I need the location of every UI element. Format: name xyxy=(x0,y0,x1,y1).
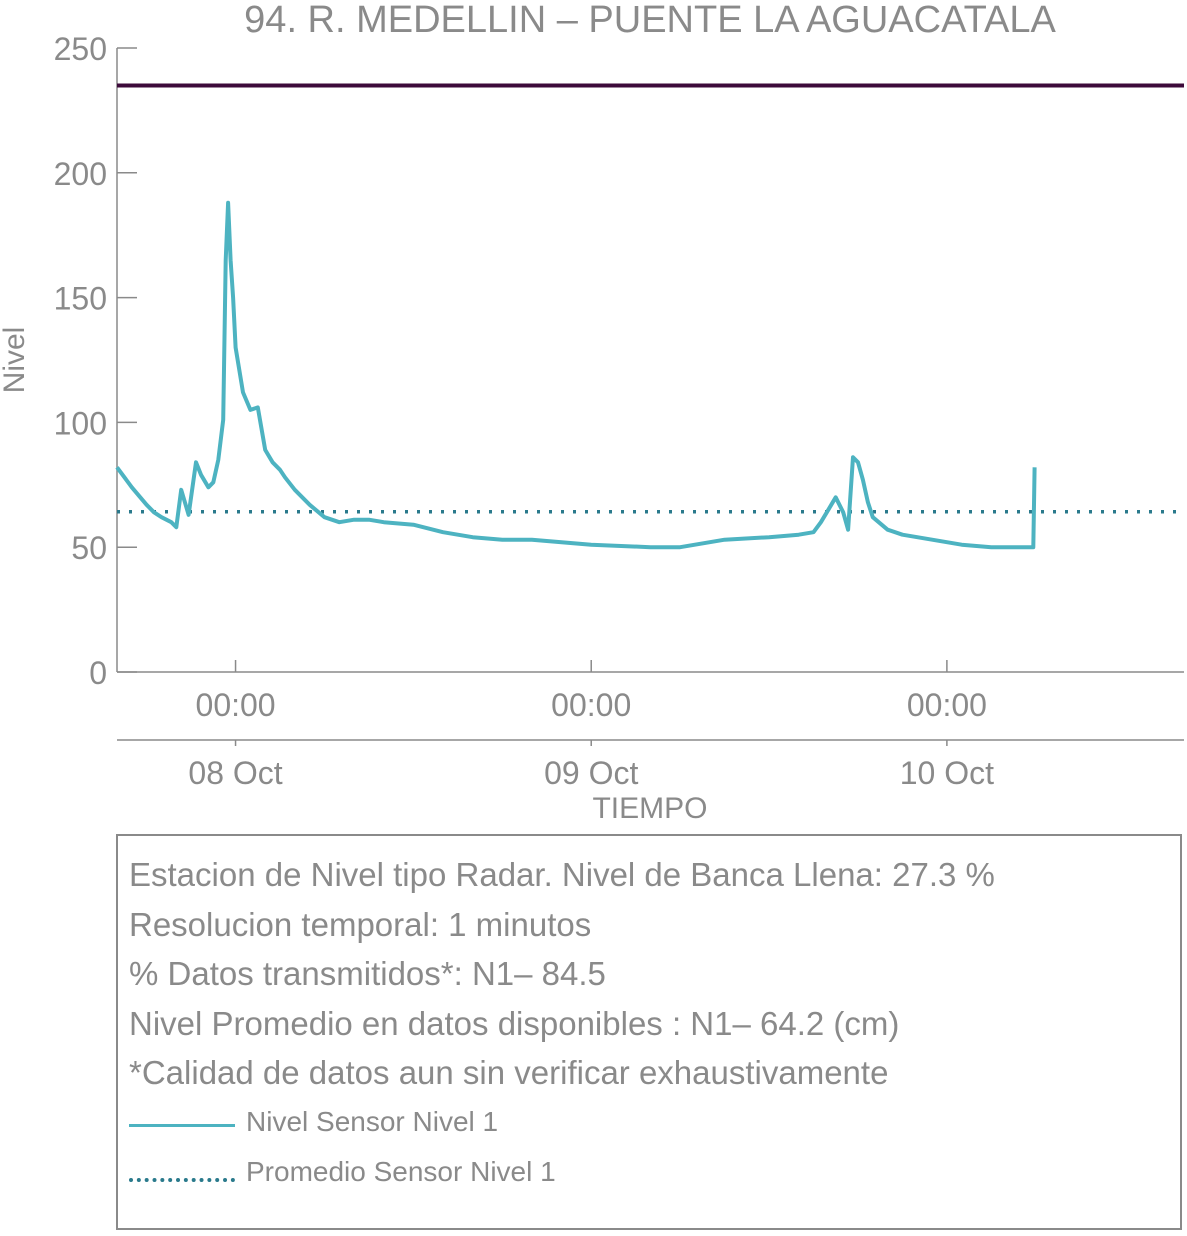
x-axis-label: TIEMPO xyxy=(592,792,707,825)
info-calidad: *Calidad de datos aun sin verificar exha… xyxy=(129,1054,889,1091)
legend-solid-line-icon xyxy=(129,1124,235,1127)
x-tick-time-label: 00:00 xyxy=(196,687,276,723)
y-tick-label: 0 xyxy=(89,655,107,691)
info-datos-transmitidos: % Datos transmitidos*: N1– 84.5 xyxy=(129,955,606,992)
chart-title: 94. R. MEDELLIN – PUENTE LA AGUACATALA xyxy=(244,0,1056,41)
axes xyxy=(116,48,1184,741)
x-tick-time-label: 00:00 xyxy=(907,687,987,723)
info-box: Estacion de Nivel tipo Radar. Nivel de B… xyxy=(116,834,1182,1230)
y-axis-label: Nivel xyxy=(0,327,31,394)
x-tick-date-label: 08 Oct xyxy=(188,755,282,791)
legend-item-promedio: Promedio Sensor Nivel 1 xyxy=(129,1156,829,1196)
series-layer xyxy=(115,83,1184,550)
y-tick-label: 250 xyxy=(54,31,107,67)
x-tick-time-label: 00:00 xyxy=(551,687,631,723)
chart: 94. R. MEDELLIN – PUENTE LA AGUACATALA N… xyxy=(0,0,1184,825)
legend-label-promedio: Promedio Sensor Nivel 1 xyxy=(246,1156,556,1187)
y-tick-label: 200 xyxy=(54,156,107,192)
y-ticks: 0 50 100 150 200 250 xyxy=(54,31,137,691)
info-nivel-promedio: Nivel Promedio en datos disponibles : N1… xyxy=(129,1005,900,1042)
x-ticks: 00:00 08 Oct 00:00 09 Oct 00:00 10 Oct xyxy=(188,660,994,791)
x-tick-date-label: 10 Oct xyxy=(900,755,994,791)
series-nivel-line xyxy=(115,200,1037,550)
y-tick-label: 150 xyxy=(54,281,107,317)
legend-item-nivel: Nivel Sensor Nivel 1 xyxy=(129,1106,829,1146)
legend-dotted-line-icon xyxy=(129,1178,235,1182)
y-tick-label: 50 xyxy=(71,530,107,566)
legend-label-nivel: Nivel Sensor Nivel 1 xyxy=(246,1106,499,1137)
x-tick-date-label: 09 Oct xyxy=(544,755,638,791)
y-tick-label: 100 xyxy=(54,405,107,441)
info-resolucion: Resolucion temporal: 1 minutos xyxy=(129,906,592,943)
info-banca-llena: Estacion de Nivel tipo Radar. Nivel de B… xyxy=(129,856,995,893)
